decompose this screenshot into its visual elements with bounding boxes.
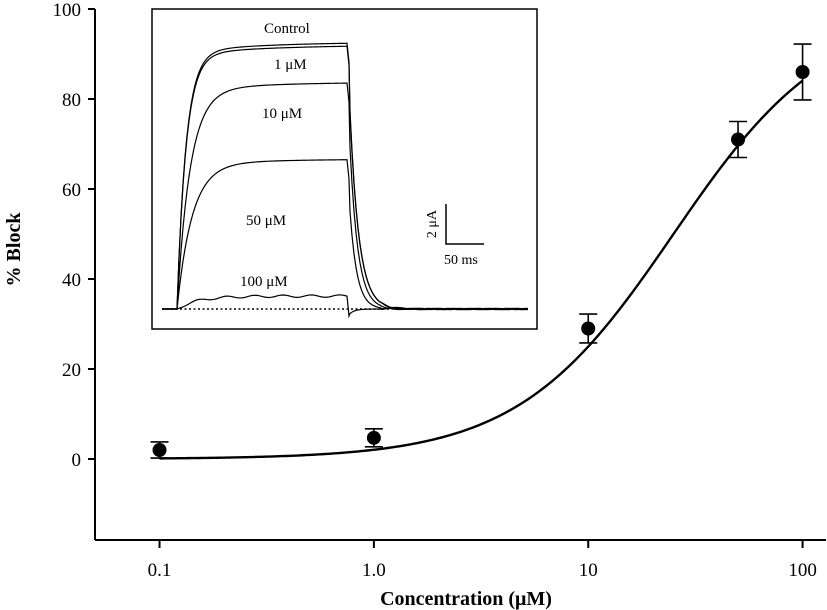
scale-bar-lines [445, 204, 484, 245]
data-point [364, 428, 383, 448]
x-tick-label: 100 [788, 560, 817, 581]
y-tick-label: 40 [62, 270, 81, 291]
data-point-marker [581, 321, 596, 336]
inset-traces [162, 42, 529, 319]
x-tick-label: 0.1 [148, 560, 172, 581]
inset-current-traces: Control 1 μM 10 μM 50 μM 100 μM 2 μA 50 … [151, 8, 538, 330]
trace-label-1um: 1 μM [274, 57, 307, 73]
x-tick-label: 1.0 [362, 560, 386, 581]
data-point-marker [366, 430, 381, 445]
data-point [729, 120, 748, 159]
scale-bar-y-label: 2 μA [425, 209, 440, 238]
data-point [793, 43, 812, 101]
axes: 0 20 40 60 80 100 0.1 1.0 10 100 [53, 0, 826, 581]
y-tick-label: 0 [72, 450, 82, 471]
data-point [150, 441, 169, 459]
y-tick-label: 80 [62, 90, 81, 111]
y-tick-label: 100 [53, 0, 82, 21]
y-ticks: 0 20 40 60 80 100 [53, 0, 95, 471]
y-tick-label: 20 [62, 360, 81, 381]
scale-bar: 2 μA 50 ms [425, 204, 484, 268]
data-points [150, 43, 812, 459]
trace-label-control: Control [264, 21, 310, 37]
x-ticks: 0.1 1.0 10 100 [148, 540, 817, 581]
y-axis-title: % Block [3, 212, 25, 287]
inset-current-trace [162, 294, 529, 319]
hill-fit-curve [159, 79, 804, 460]
data-point-marker [731, 132, 746, 147]
x-tick-label: 10 [579, 560, 598, 581]
data-point-marker [152, 443, 167, 457]
trace-label-50um: 50 μM [246, 213, 286, 229]
data-point-marker [795, 65, 810, 79]
x-axis-title: Concentration (μM) [380, 588, 552, 610]
inset-frame [151, 8, 538, 330]
data-point [579, 313, 598, 344]
scale-bar-x-label: 50 ms [444, 253, 478, 268]
trace-label-10um: 10 μM [262, 106, 302, 122]
y-tick-label: 60 [62, 180, 81, 201]
trace-label-100um: 100 μM [240, 274, 288, 290]
